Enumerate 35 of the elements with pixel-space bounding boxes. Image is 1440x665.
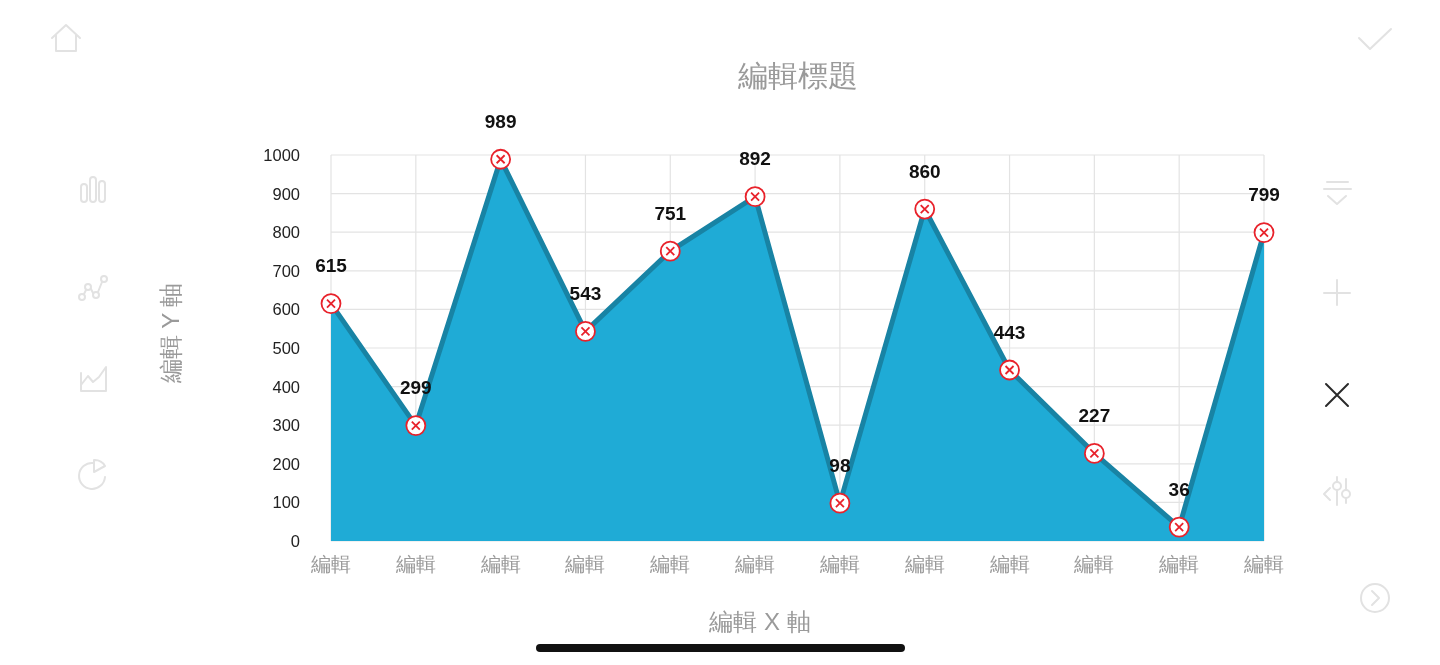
data-label: 860: [908, 160, 941, 182]
data-label: 989: [484, 110, 517, 132]
data-label: 799: [1248, 184, 1280, 206]
y-tick-label: 700: [272, 261, 300, 280]
x-tick-label: 編輯: [1243, 553, 1284, 575]
y-axis-title: 編輯 Y 軸: [156, 282, 184, 385]
y-tick-label: 900: [272, 184, 300, 203]
x-tick-label: 編輯: [734, 553, 776, 575]
x-tick-label: 編輯: [988, 553, 1030, 575]
y-tick-label: 500: [272, 339, 300, 357]
x-tick-label: 編輯: [564, 553, 606, 575]
data-label: 751: [654, 202, 687, 224]
x-axis-title: 編輯 X 軸: [708, 607, 811, 635]
y-tick-label: 100: [272, 493, 300, 512]
y-tick-label: 400: [272, 377, 300, 396]
x-tick-label: 編輯: [394, 553, 436, 575]
data-label: 543: [569, 282, 602, 304]
data-label: 227: [1078, 404, 1111, 426]
x-tick-label: 編輯: [649, 553, 691, 575]
chart-title: 編輯標題: [737, 58, 858, 92]
x-tick-label: 編輯: [1158, 553, 1200, 575]
x-tick-label: 編輯: [310, 553, 351, 575]
data-label: 443: [993, 321, 1026, 343]
x-tick-label: 編輯: [903, 553, 945, 575]
data-label: 892: [739, 148, 771, 170]
y-tick-label: 800: [272, 223, 300, 242]
y-tick-label: 600: [272, 300, 300, 319]
x-tick-label: 編輯: [1073, 553, 1115, 575]
y-tick-label: 1000: [263, 146, 300, 164]
x-tick-label: 編輯: [818, 553, 860, 575]
x-tick-label: 編輯: [479, 553, 521, 575]
y-tick-label: 300: [272, 416, 300, 435]
data-label: 615: [315, 255, 348, 277]
y-tick-label: 0: [290, 532, 300, 550]
y-tick-label: 200: [272, 454, 300, 473]
